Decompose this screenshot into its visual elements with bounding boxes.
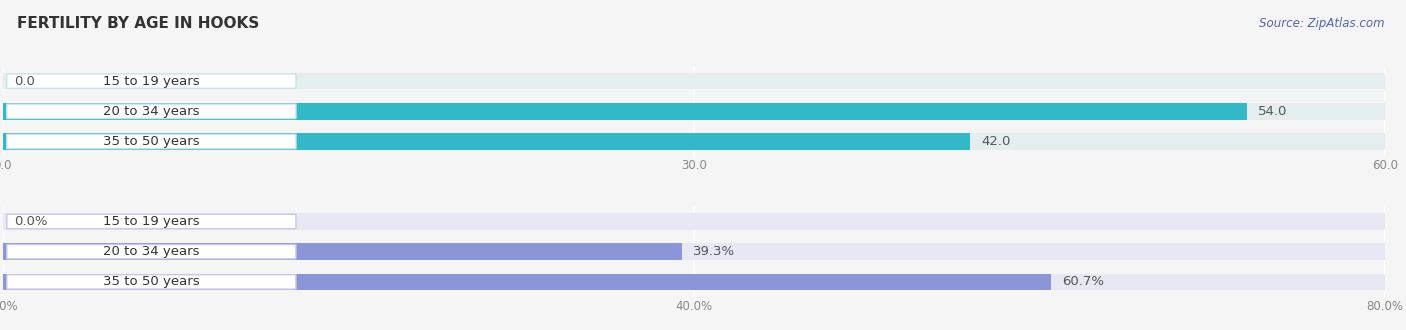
Text: 20 to 34 years: 20 to 34 years [103,245,200,258]
Text: 42.0: 42.0 [981,135,1011,148]
Bar [3,274,1052,290]
FancyBboxPatch shape [7,245,295,259]
Text: 54.0: 54.0 [1258,105,1286,118]
Text: 15 to 19 years: 15 to 19 years [103,75,200,87]
Bar [3,73,1385,89]
Bar [3,244,1385,260]
Bar [3,133,1385,150]
Text: 0.0: 0.0 [14,75,35,87]
Text: FERTILITY BY AGE IN HOOKS: FERTILITY BY AGE IN HOOKS [17,16,259,31]
Bar [3,213,1385,230]
FancyBboxPatch shape [7,134,297,149]
FancyBboxPatch shape [7,74,297,88]
Text: 35 to 50 years: 35 to 50 years [103,276,200,288]
Text: 35 to 50 years: 35 to 50 years [103,135,200,148]
Text: 0.0%: 0.0% [14,215,48,228]
Bar [3,244,682,260]
Text: 39.3%: 39.3% [693,245,735,258]
Text: Source: ZipAtlas.com: Source: ZipAtlas.com [1260,16,1385,29]
Text: 60.7%: 60.7% [1063,276,1105,288]
Text: 20 to 34 years: 20 to 34 years [103,105,200,118]
Text: 15 to 19 years: 15 to 19 years [103,215,200,228]
FancyBboxPatch shape [7,275,295,289]
Bar [3,133,970,150]
Bar [3,103,1247,119]
FancyBboxPatch shape [7,214,295,229]
FancyBboxPatch shape [7,104,297,118]
Bar [3,274,1385,290]
Bar [3,103,1385,119]
